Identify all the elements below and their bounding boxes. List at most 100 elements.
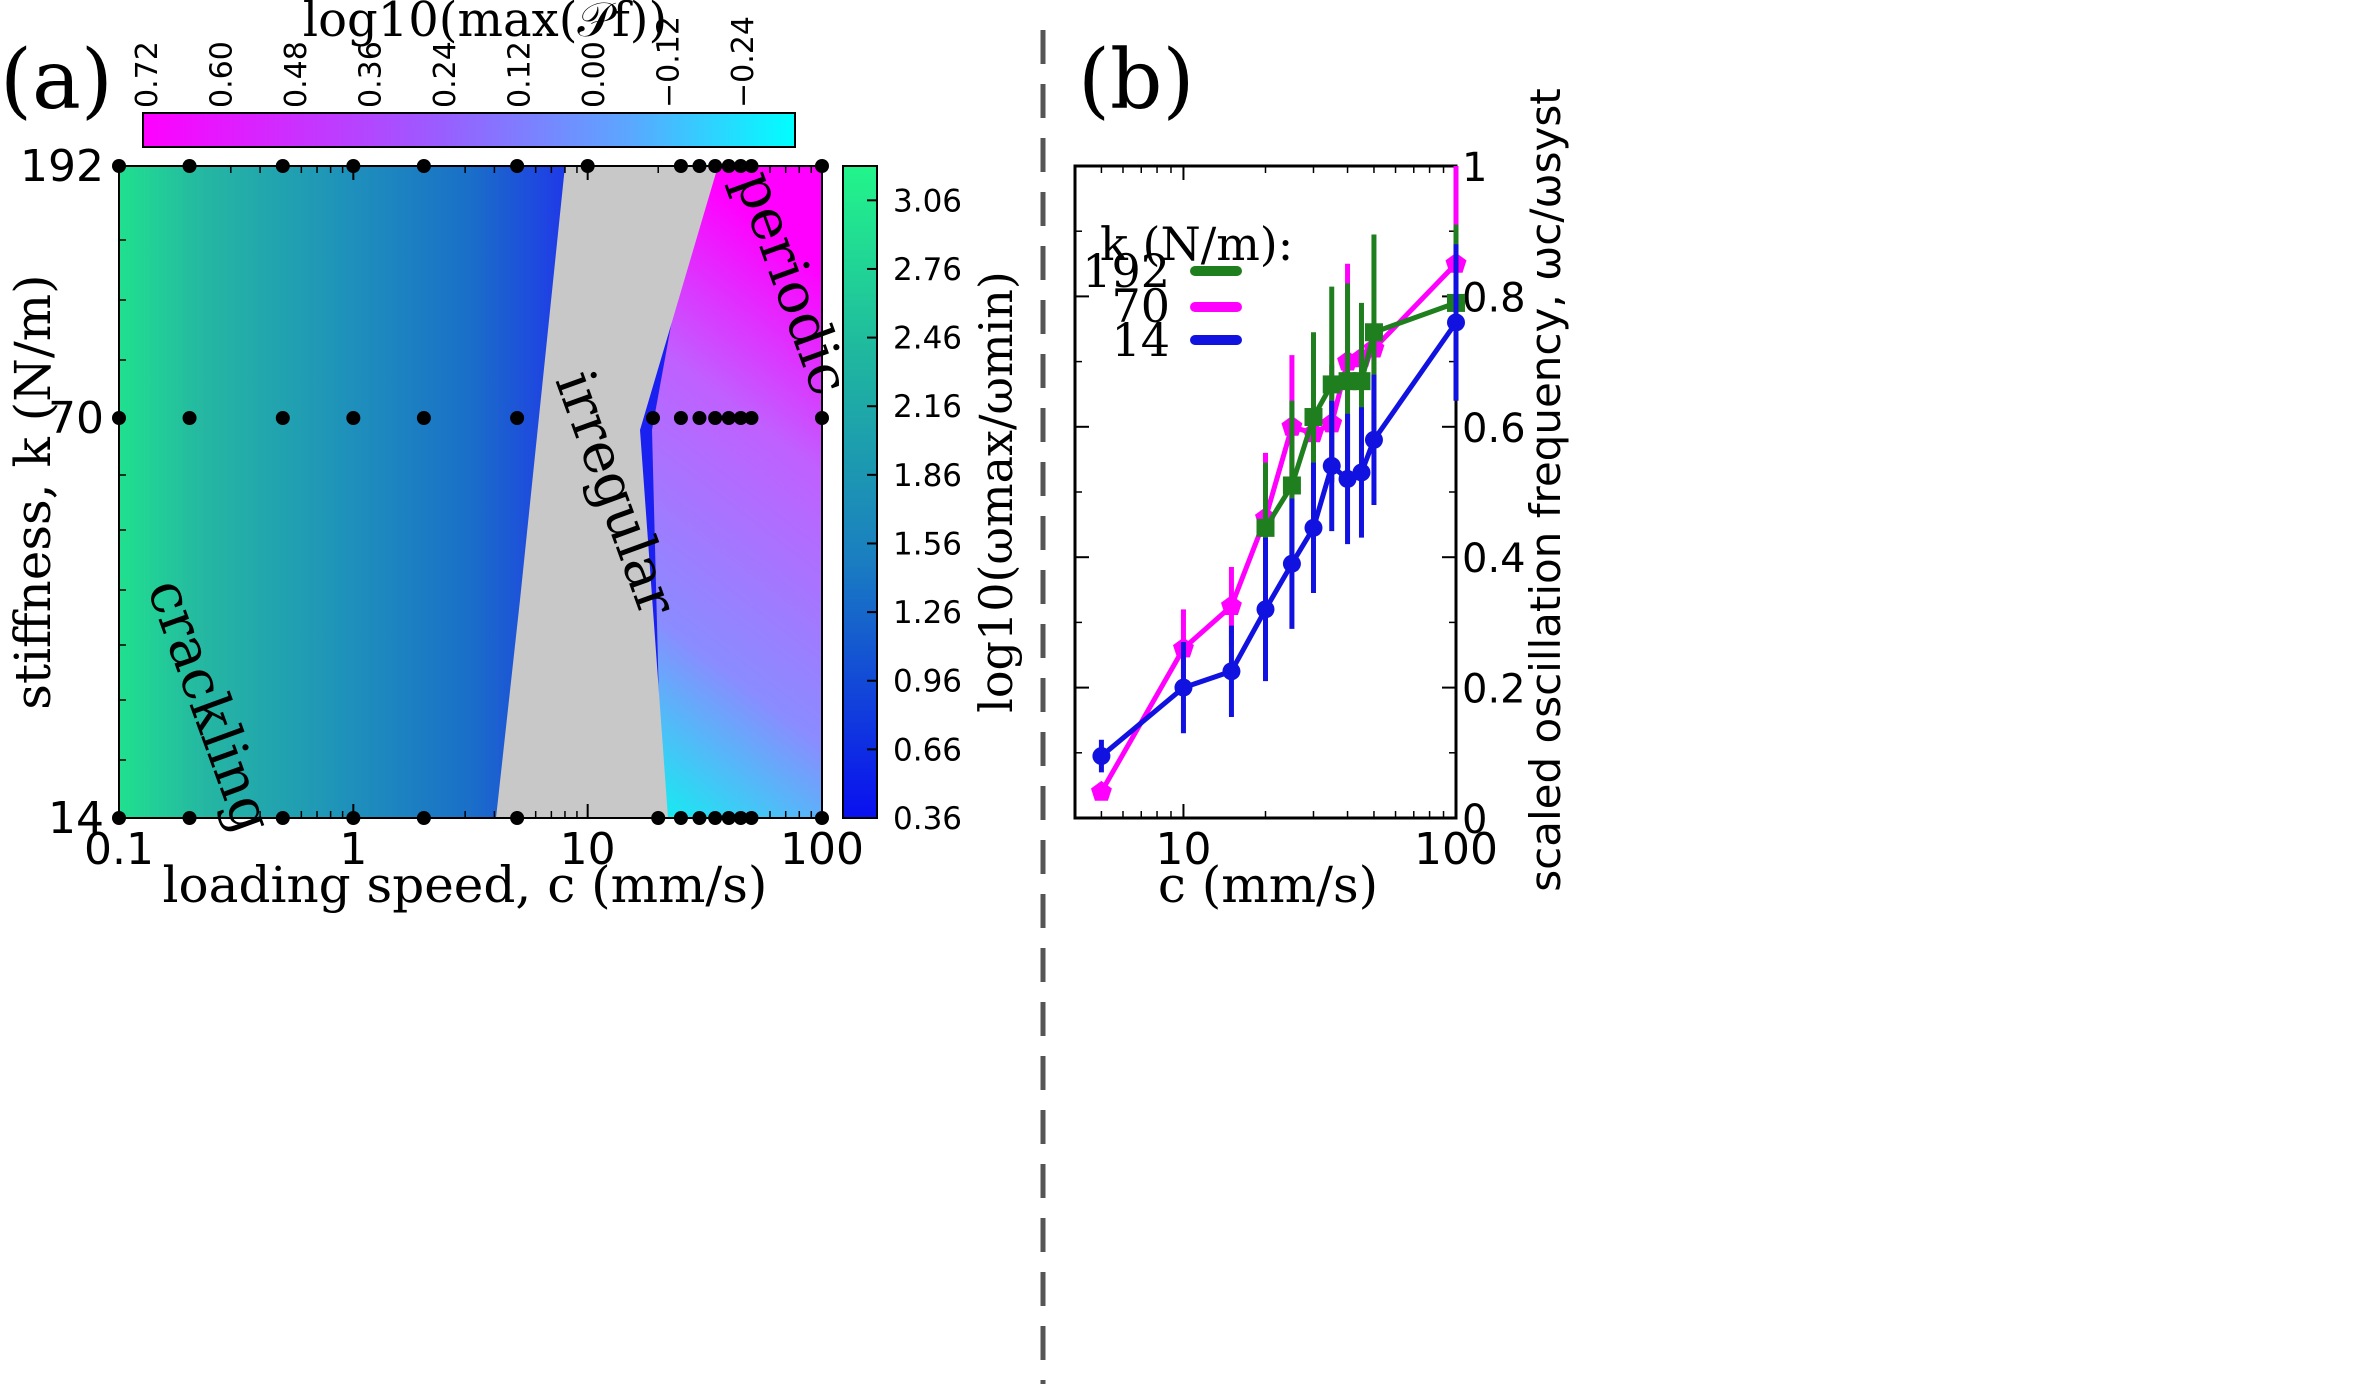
top-colorbar-label: log10(max(𝒫f)) (303, 0, 668, 48)
sample-point (692, 411, 707, 425)
sample-point (510, 411, 525, 425)
a-xtick-label: 0.1 (84, 824, 154, 875)
sample-point (708, 159, 723, 173)
sample-point (346, 159, 361, 173)
panel-b-series (1091, 166, 1467, 801)
right-cb-tick-label: 1.26 (893, 595, 962, 631)
sample-point (815, 411, 829, 425)
point-14 (1304, 518, 1323, 537)
sample-point (721, 159, 736, 173)
point-14 (1338, 469, 1357, 488)
point-192 (1282, 476, 1301, 495)
sample-point (346, 811, 361, 825)
top-cb-tick-label: 0.24 (428, 41, 463, 108)
sample-point (815, 159, 829, 173)
sample-point (651, 811, 666, 825)
right-cb-tick-label: 2.76 (893, 252, 962, 288)
a-ytick-label: 14 (48, 793, 104, 844)
sample-point (645, 411, 660, 425)
point-14 (1222, 662, 1241, 681)
legend: k (N/m): 192 70 14 (1082, 217, 1293, 367)
sample-point (112, 159, 126, 173)
legend-label-70: 70 (1111, 279, 1170, 333)
sample-point (416, 811, 431, 825)
sample-point (275, 159, 290, 173)
point-192 (1304, 408, 1323, 427)
sample-point (744, 411, 759, 425)
top-colorbar (142, 112, 796, 148)
a-ytick-label: 192 (20, 141, 104, 192)
top-cb-tick-label: 0.12 (503, 41, 538, 108)
b-ytick-label: 0.8 (1462, 275, 1526, 321)
sample-point (275, 411, 290, 425)
panel-b-xlabel: c (mm/s) (1158, 856, 1378, 914)
sample-point (510, 811, 525, 825)
phase-map (119, 166, 822, 818)
right-cb-tick-label: 1.86 (893, 458, 962, 494)
sample-point (692, 159, 707, 173)
sample-point (416, 411, 431, 425)
sample-point (708, 811, 723, 825)
top-cb-tick-label: 0.00 (577, 41, 612, 108)
point-14 (1322, 456, 1341, 475)
plot-a-frame (118, 165, 823, 819)
sample-point (112, 411, 126, 425)
point-14 (1447, 313, 1465, 332)
sample-point (510, 159, 525, 173)
right-colorbar (842, 165, 878, 819)
sample-point (673, 811, 688, 825)
a-xtick-label: 100 (780, 824, 864, 875)
sample-point (744, 811, 759, 825)
a-xtick-label: 10 (560, 824, 616, 875)
point-192 (1256, 518, 1275, 537)
top-cb-tick-label: 0.60 (205, 41, 240, 108)
point-14 (1092, 747, 1111, 766)
right-cb-tick-label: 3.06 (893, 183, 962, 219)
top-cb-tick-label: 0.36 (354, 41, 389, 108)
sample-point (733, 811, 748, 825)
series-14 (1092, 244, 1465, 773)
top-cb-tick-label: −0.12 (652, 16, 687, 108)
b-xtick-label: 100 (1414, 824, 1498, 875)
point-192 (1322, 375, 1341, 394)
panel-b-ylabel: scaled oscillation frequency, ωc/ωsyst (1521, 88, 1570, 891)
b-ytick-label: 0 (1462, 797, 1487, 843)
sample-points (112, 159, 829, 825)
a-ytick-label: 70 (48, 393, 104, 444)
right-cb-tick-label: 0.36 (893, 801, 962, 837)
top-cb-tick-label: 0.48 (279, 41, 314, 108)
sample-point (721, 811, 736, 825)
sample-point (708, 411, 723, 425)
panel-a-ylabel: stiffness, k (N/m) (4, 274, 62, 709)
sample-point (112, 811, 126, 825)
point-192 (1352, 372, 1371, 391)
sample-point (744, 159, 759, 173)
periodic-region (652, 166, 822, 818)
irregular-region (496, 166, 718, 818)
right-colorbar-label: log10(ωmax/ωmin) (969, 271, 1023, 713)
right-colorbar-ticks: 3.06 2.76 2.46 2.16 1.86 1.56 1.26 0.96 0.66 0.36 (867, 183, 962, 837)
sample-point (182, 159, 197, 173)
point-70 (1221, 595, 1242, 615)
sample-point (733, 411, 748, 425)
sample-point (673, 159, 688, 173)
sample-point (673, 411, 688, 425)
sample-point (733, 159, 748, 173)
b-ytick-label: 1 (1462, 145, 1487, 191)
sample-point (416, 159, 431, 173)
point-14 (1364, 430, 1383, 449)
series-line-14 (1099, 321, 1459, 759)
right-cb-tick-label: 2.16 (893, 389, 962, 425)
point-192 (1364, 323, 1383, 342)
point-70 (1091, 780, 1112, 801)
sample-point (182, 811, 197, 825)
right-cb-tick-label: 0.96 (893, 664, 962, 700)
legend-label-192: 192 (1082, 244, 1170, 298)
legend-label-14: 14 (1111, 313, 1170, 367)
panel-a-label: (a) (0, 33, 113, 128)
right-cb-tick-label: 2.46 (893, 321, 962, 357)
sample-point (275, 811, 290, 825)
sample-point (692, 811, 707, 825)
